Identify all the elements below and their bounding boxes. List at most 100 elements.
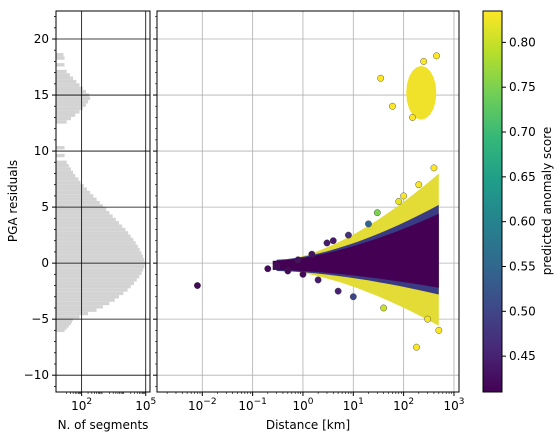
scatter-point-25 — [430, 164, 438, 172]
histogram-bar-8 — [56, 308, 97, 312]
histogram-bar-9 — [56, 305, 103, 309]
y-tick-label-0: −10 — [24, 368, 49, 382]
histogram-bar-47 — [56, 177, 79, 181]
histogram-bar-28 — [56, 241, 136, 245]
histogram-bar-71 — [56, 63, 65, 67]
histogram-bar-40 — [56, 200, 100, 205]
cloud-low-score-core — [272, 213, 439, 288]
histogram-bar-42 — [56, 194, 94, 198]
scatter-point-7 — [314, 276, 322, 284]
histogram-bar-62 — [56, 96, 91, 101]
scatter-point-14 — [373, 209, 381, 217]
histogram-bar-41 — [56, 197, 97, 201]
scatter-point-26 — [433, 52, 440, 60]
scatter-point-3 — [284, 267, 292, 275]
histogram-bar-61 — [56, 100, 89, 104]
y-tick-label-2: 0 — [41, 256, 49, 270]
histogram-bar-12 — [56, 295, 120, 299]
histogram-bar-67 — [56, 79, 77, 84]
scatter-x-tick-label-1: 10−1 — [238, 397, 267, 413]
scatter-y-ticks — [153, 16, 157, 387]
y-axis-ticks: −10 −5 0 5 10 15 20 — [24, 16, 56, 387]
histogram-bar-26 — [56, 248, 140, 252]
histogram-bar-1 — [56, 326, 67, 330]
histogram-bar-32 — [56, 227, 126, 232]
histogram-bar-25 — [56, 251, 142, 255]
histogram-bar-52 — [56, 160, 67, 164]
histogram-x-tick-label-0: 102 — [71, 397, 92, 413]
histogram-bar-45 — [56, 184, 84, 188]
scatter-x-tick-label-2: 100 — [292, 397, 313, 413]
y-tick-label-6: 20 — [34, 32, 49, 46]
histogram-bar-36 — [56, 214, 113, 218]
scatter-point-16 — [380, 304, 388, 312]
histogram-x-ticks: 102 105 — [66, 392, 156, 413]
scatter-point-11 — [345, 231, 352, 239]
histogram-bar-7 — [56, 311, 89, 316]
histogram-bar-49 — [56, 170, 74, 175]
colorbar-tick-label-0: 0.45 — [509, 349, 536, 363]
histogram-bar-0 — [56, 328, 65, 333]
scatter-x-label: Distance [km] — [266, 418, 350, 432]
histogram-bar-17 — [56, 278, 137, 282]
colorbar: 0.45 0.50 0.55 0.60 0.65 0.70 0.75 0.80 predict… — [482, 10, 554, 393]
scatter-panel: 10−2 10−1 100 101 102 103 Distance [km] — [153, 10, 464, 432]
histogram-bar-51 — [56, 163, 69, 168]
scatter-point-1 — [264, 265, 272, 273]
histogram-bar-21 — [56, 264, 145, 269]
scatter-point-0 — [194, 282, 201, 289]
histogram-bar-64 — [56, 90, 86, 94]
scatter-point-24 — [424, 315, 432, 323]
histogram-bar-44 — [56, 187, 87, 191]
colorbar-tick-label-4: 0.65 — [509, 170, 536, 184]
colorbar-gradient — [482, 10, 503, 393]
scatter-points — [194, 52, 443, 351]
histogram-bar-70 — [56, 69, 67, 74]
scatter-point-13 — [365, 220, 372, 228]
colorbar-tick-label-1: 0.50 — [509, 304, 536, 318]
scatter-point-10 — [334, 287, 342, 295]
colorbar-tick-label-6: 0.75 — [509, 80, 536, 94]
scatter-x-tick-label-5: 103 — [443, 397, 464, 413]
histogram-panel: −10 −5 0 5 10 15 20 102 105 PGA residuals N. of… — [6, 10, 156, 432]
histogram-bar-73 — [56, 53, 64, 57]
colorbar-tick-label-3: 0.60 — [509, 215, 536, 229]
histogram-bar-38 — [56, 207, 107, 212]
scatter-point-21 — [413, 343, 420, 351]
histogram-bar-69 — [56, 73, 70, 77]
histogram-bar-30 — [56, 234, 131, 238]
histogram-bar-4 — [56, 319, 73, 324]
scatter-point-17 — [389, 102, 396, 110]
histogram-bar-55 — [56, 120, 67, 124]
scatter-point-8 — [323, 239, 331, 247]
y-axis-label: PGA residuals — [6, 160, 20, 242]
histogram-bar-53 — [56, 153, 65, 158]
histogram-bar-31 — [56, 231, 129, 235]
scatter-point-20 — [409, 114, 416, 121]
scatter-point-5 — [299, 270, 307, 278]
histogram-bar-14 — [56, 288, 128, 292]
scatter-density-clouds — [272, 65, 439, 326]
scatter-point-6 — [308, 250, 316, 258]
scatter-gridlines — [157, 11, 459, 392]
scatter-point-4 — [294, 256, 302, 264]
histogram-bar-11 — [56, 298, 115, 302]
histogram-bar-16 — [56, 281, 134, 285]
histogram-bar-46 — [56, 180, 81, 185]
histogram-bar-57 — [56, 113, 76, 117]
scatter-point-19 — [400, 192, 408, 200]
histogram-bar-43 — [56, 190, 91, 195]
histogram-bar-33 — [56, 224, 123, 228]
scatter-point-22 — [415, 181, 423, 189]
scatter-point-9 — [329, 237, 337, 245]
colorbar-label: predicted anomaly score — [540, 127, 554, 276]
histogram-bar-50 — [56, 167, 71, 171]
histogram-bar-6 — [56, 315, 80, 319]
histogram-bar-65 — [56, 86, 83, 91]
scatter-frame — [156, 10, 460, 393]
scatter-point-12 — [349, 293, 357, 301]
histogram-bar-48 — [56, 174, 76, 178]
scatter-point-2 — [273, 263, 281, 270]
histogram-bar-29 — [56, 237, 134, 242]
